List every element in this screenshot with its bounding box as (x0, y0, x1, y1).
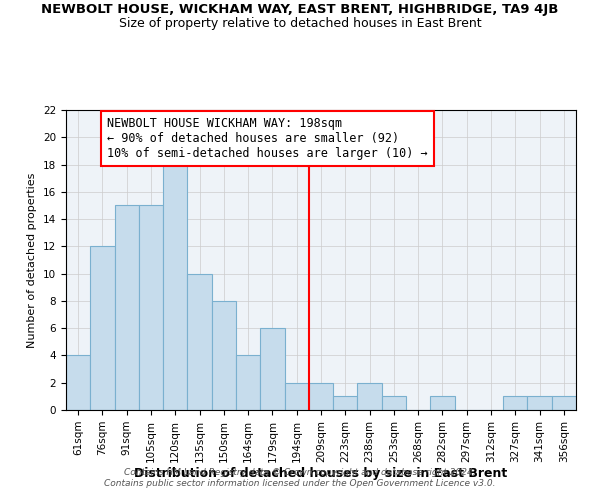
Bar (284, 382, 309, 410)
Bar (187, 274, 212, 410)
Text: NEWBOLT HOUSE, WICKHAM WAY, EAST BRENT, HIGHBRIDGE, TA9 4JB: NEWBOLT HOUSE, WICKHAM WAY, EAST BRENT, … (41, 2, 559, 16)
Bar (212, 301, 236, 410)
Text: Contains HM Land Registry data © Crown copyright and database right 2024.
Contai: Contains HM Land Registry data © Crown c… (104, 468, 496, 487)
Bar (236, 356, 260, 410)
Bar (382, 396, 406, 410)
Bar (358, 382, 382, 410)
Bar (552, 396, 576, 410)
Bar (163, 164, 187, 410)
Bar (260, 328, 284, 410)
Text: Size of property relative to detached houses in East Brent: Size of property relative to detached ho… (119, 18, 481, 30)
Bar (309, 382, 333, 410)
Y-axis label: Number of detached properties: Number of detached properties (28, 172, 37, 348)
Bar (115, 206, 139, 410)
Bar (333, 396, 358, 410)
Bar (139, 206, 163, 410)
Bar (430, 396, 455, 410)
Bar (503, 396, 527, 410)
Bar (66, 356, 90, 410)
X-axis label: Distribution of detached houses by size in East Brent: Distribution of detached houses by size … (134, 468, 508, 480)
Bar (90, 246, 115, 410)
Text: NEWBOLT HOUSE WICKHAM WAY: 198sqm
← 90% of detached houses are smaller (92)
10% : NEWBOLT HOUSE WICKHAM WAY: 198sqm ← 90% … (107, 117, 428, 160)
Bar (527, 396, 552, 410)
